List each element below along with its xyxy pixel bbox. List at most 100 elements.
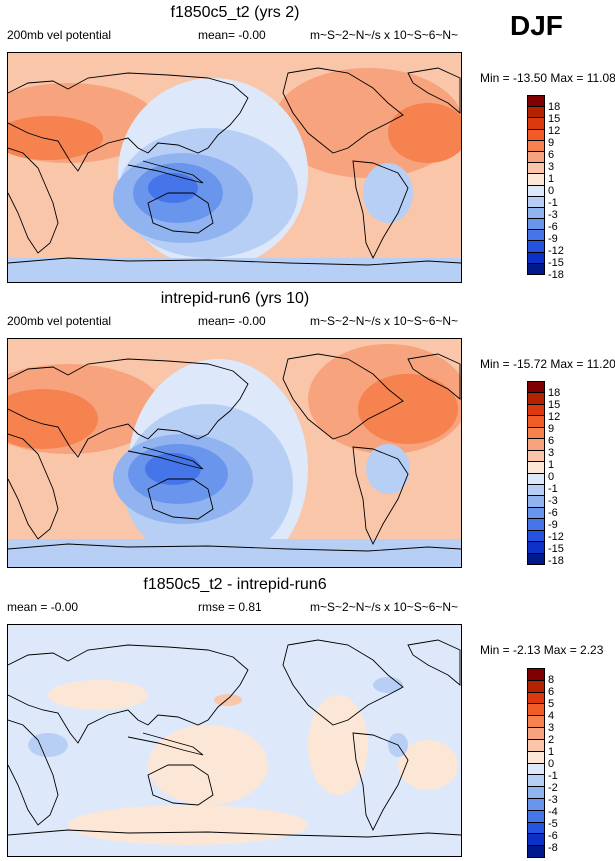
colorbar-label: -18 [548, 554, 564, 567]
colorbar-label: -18 [548, 268, 564, 281]
colorbar-box [528, 450, 544, 463]
colorbar-box [528, 530, 544, 543]
colorbar-label: 6 [548, 434, 555, 447]
colorbar-box [528, 728, 544, 740]
colorbar-box [528, 393, 544, 405]
colorbar-label: -6 [548, 829, 558, 842]
colorbar-labels: 18 15 12 9 6 3 1 0 -1 -3 -6 -9 -12 -15 -18 [548, 100, 564, 281]
colorbar-label: 9 [548, 422, 555, 435]
panel-left-label: 200mb vel potential [7, 314, 112, 328]
colorbar-label: 18 [548, 100, 561, 113]
colorbar-box [528, 416, 544, 428]
colorbar-box [528, 404, 544, 417]
panel-units-label: m~S~2~N~/s x 10~S~6~N~ [310, 28, 459, 42]
colorbar-box [528, 96, 544, 108]
colorbar-label: -2 [548, 781, 558, 794]
colorbar-box [528, 787, 544, 799]
colorbar-labels: 8 6 5 4 3 2 1 0 -1 -2 -3 -4 -5 -6 -8 [548, 674, 558, 854]
contour-map [7, 624, 462, 857]
panel-minmax-label: Min = -2.13 Max = 2.23 [480, 643, 604, 657]
colorbar-label: 3 [548, 721, 555, 734]
colorbar-label: 6 [548, 148, 555, 161]
panel-mean-label: rmse = 0.81 [198, 600, 262, 614]
colorbar-box [528, 207, 544, 220]
panel-left-label: 200mb vel potential [7, 28, 112, 42]
colorbar-label: 5 [548, 697, 555, 710]
colorbar-label: -15 [548, 542, 564, 555]
panel-mean-label: mean= -0.00 [198, 314, 266, 328]
colorbar-label: -8 [548, 841, 558, 854]
colorbar-label: 15 [548, 112, 561, 125]
panel-title: f1850c5_t2 - intrepid-run6 [143, 576, 327, 593]
colorbar-box [528, 751, 544, 764]
colorbar-label: 0 [548, 757, 555, 770]
colorbar-labels: 18 15 12 9 6 3 1 0 -1 -3 -6 -9 -12 -15 -18 [548, 387, 564, 567]
colorbar [527, 95, 545, 275]
colorbar-box [528, 241, 544, 253]
colorbar-box [528, 107, 544, 119]
colorbar-label: -6 [548, 506, 558, 519]
colorbar-box [528, 185, 544, 197]
colorbar-box [528, 230, 544, 242]
colorbar [527, 668, 545, 858]
colorbar-label: 12 [548, 410, 561, 423]
colorbar-label: 1 [548, 458, 555, 471]
colorbar [527, 381, 545, 565]
colorbar-box [528, 553, 544, 564]
panel-title: f1850c5_t2 (yrs 2) [170, 4, 300, 21]
colorbar-box [528, 798, 544, 811]
panel-title: intrepid-run6 (yrs 10) [160, 290, 310, 307]
season-label: DJF [510, 10, 563, 41]
colorbar-box [528, 846, 544, 857]
colorbar-label: -6 [548, 220, 558, 233]
colorbar-box [528, 427, 544, 440]
colorbar-label: 3 [548, 446, 555, 459]
colorbar-box [528, 473, 544, 485]
colorbar-box [528, 822, 544, 835]
colorbar-label: -12 [548, 244, 564, 257]
colorbar-label: 3 [548, 160, 555, 173]
colorbar-label: -9 [548, 232, 558, 245]
colorbar-label: 4 [548, 709, 555, 722]
panel-units-label: m~S~2~N~/s x 10~S~6~N~ [310, 314, 459, 328]
colorbar-label: 12 [548, 124, 561, 137]
colorbar-box [528, 263, 544, 274]
colorbar-label: 0 [548, 470, 555, 483]
colorbar-box [528, 775, 544, 788]
colorbar-box [528, 669, 544, 681]
colorbar-box [528, 382, 544, 394]
colorbar-box [528, 196, 544, 208]
colorbar-box [528, 484, 544, 497]
colorbar-label: 0 [548, 184, 555, 197]
colorbar-box [528, 739, 544, 752]
contour-map [7, 52, 462, 283]
colorbar-box [528, 219, 544, 231]
colorbar-box [528, 496, 544, 508]
contour-map [7, 338, 462, 568]
colorbar-box [528, 129, 544, 141]
colorbar-box [528, 519, 544, 531]
panel-mean-label: mean= -0.00 [198, 28, 266, 42]
panel-left-label: mean = -0.00 [7, 600, 79, 614]
colorbar-box [528, 118, 544, 130]
colorbar-label: 15 [548, 398, 561, 411]
colorbar-box [528, 680, 544, 693]
colorbar-box [528, 716, 544, 729]
colorbar-box [528, 810, 544, 823]
colorbar-label: -15 [548, 256, 564, 269]
colorbar-label: 1 [548, 745, 555, 758]
colorbar-label: -5 [548, 817, 558, 830]
colorbar-box [528, 151, 544, 164]
colorbar-box [528, 252, 544, 264]
colorbar-label: -3 [548, 494, 558, 507]
colorbar-label: 6 [548, 685, 555, 698]
colorbar-box [528, 174, 544, 186]
panel-units-label: m~S~2~N~/s x 10~S~6~N~ [310, 600, 459, 614]
colorbar-label: -4 [548, 805, 558, 818]
colorbar-box [528, 834, 544, 847]
colorbar-box [528, 439, 544, 451]
colorbar-label: -1 [548, 482, 558, 495]
colorbar-box [528, 692, 544, 705]
colorbar-box [528, 163, 544, 175]
